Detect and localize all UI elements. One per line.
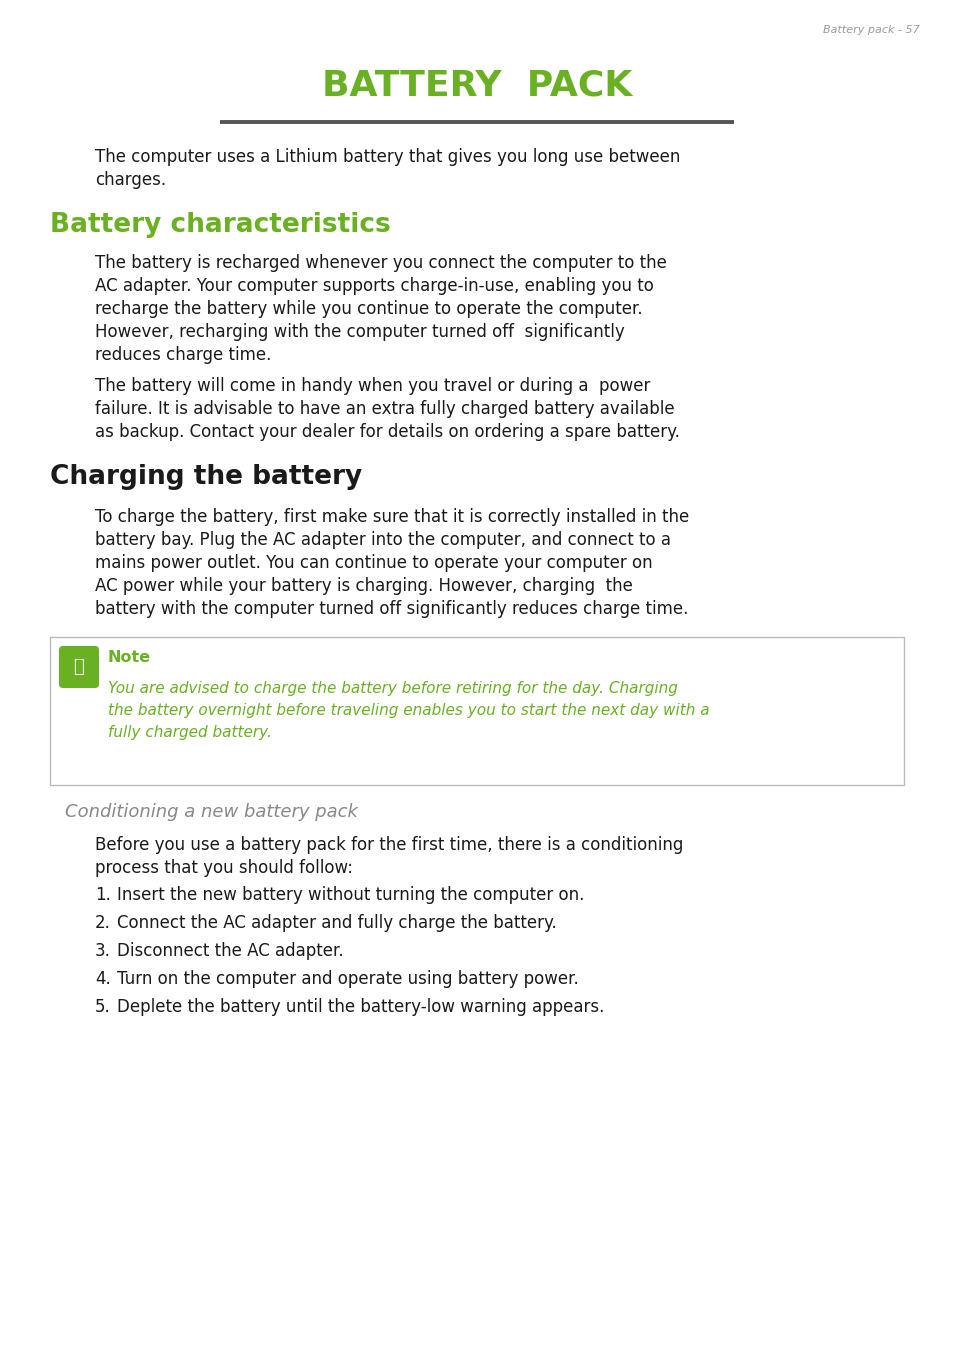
Text: mains power outlet. You can continue to operate your computer on: mains power outlet. You can continue to …	[95, 554, 652, 572]
FancyBboxPatch shape	[50, 637, 903, 786]
Text: Disconnect the AC adapter.: Disconnect the AC adapter.	[117, 942, 343, 960]
Text: charges.: charges.	[95, 170, 166, 189]
Text: The computer uses a Lithium battery that gives you long use between: The computer uses a Lithium battery that…	[95, 147, 679, 166]
Text: 4.: 4.	[95, 969, 111, 988]
Text: Insert the new battery without turning the computer on.: Insert the new battery without turning t…	[117, 886, 584, 904]
Text: Before you use a battery pack for the first time, there is a conditioning: Before you use a battery pack for the fi…	[95, 836, 682, 854]
Text: 3.: 3.	[95, 942, 111, 960]
Text: Battery characteristics: Battery characteristics	[50, 212, 391, 238]
Text: Deplete the battery until the battery-low warning appears.: Deplete the battery until the battery-lo…	[117, 998, 604, 1015]
Text: recharge the battery while you continue to operate the computer.: recharge the battery while you continue …	[95, 300, 642, 318]
Text: 5.: 5.	[95, 998, 111, 1015]
Text: To charge the battery, first make sure that it is correctly installed in the: To charge the battery, first make sure t…	[95, 508, 688, 526]
Text: Connect the AC adapter and fully charge the battery.: Connect the AC adapter and fully charge …	[117, 914, 557, 932]
Text: failure. It is advisable to have an extra fully charged battery available: failure. It is advisable to have an extr…	[95, 400, 674, 418]
Text: 🖇: 🖇	[73, 658, 84, 676]
Text: However, recharging with the computer turned off  significantly: However, recharging with the computer tu…	[95, 323, 624, 341]
Text: battery with the computer turned off significantly reduces charge time.: battery with the computer turned off sig…	[95, 600, 688, 618]
Text: AC adapter. Your computer supports charge-in-use, enabling you to: AC adapter. Your computer supports charg…	[95, 277, 653, 295]
FancyBboxPatch shape	[59, 646, 99, 688]
Text: Conditioning a new battery pack: Conditioning a new battery pack	[65, 803, 357, 821]
Text: reduces charge time.: reduces charge time.	[95, 346, 271, 364]
Text: the battery overnight before traveling enables you to start the next day with a: the battery overnight before traveling e…	[108, 703, 709, 718]
Text: Note: Note	[108, 650, 151, 665]
Text: as backup. Contact your dealer for details on ordering a spare battery.: as backup. Contact your dealer for detai…	[95, 423, 679, 441]
Text: The battery is recharged whenever you connect the computer to the: The battery is recharged whenever you co…	[95, 254, 666, 272]
Text: fully charged battery.: fully charged battery.	[108, 725, 272, 740]
Text: AC power while your battery is charging. However, charging  the: AC power while your battery is charging.…	[95, 577, 632, 595]
Text: Charging the battery: Charging the battery	[50, 464, 362, 489]
Text: You are advised to charge the battery before retiring for the day. Charging: You are advised to charge the battery be…	[108, 681, 678, 696]
Text: Turn on the computer and operate using battery power.: Turn on the computer and operate using b…	[117, 969, 578, 988]
Text: 2.: 2.	[95, 914, 111, 932]
Text: process that you should follow:: process that you should follow:	[95, 859, 353, 877]
Text: battery bay. Plug the AC adapter into the computer, and connect to a: battery bay. Plug the AC adapter into th…	[95, 531, 670, 549]
Text: 1.: 1.	[95, 886, 111, 904]
Text: BATTERY  PACK: BATTERY PACK	[321, 68, 632, 101]
Text: The battery will come in handy when you travel or during a  power: The battery will come in handy when you …	[95, 377, 650, 395]
Text: Battery pack - 57: Battery pack - 57	[822, 24, 919, 35]
